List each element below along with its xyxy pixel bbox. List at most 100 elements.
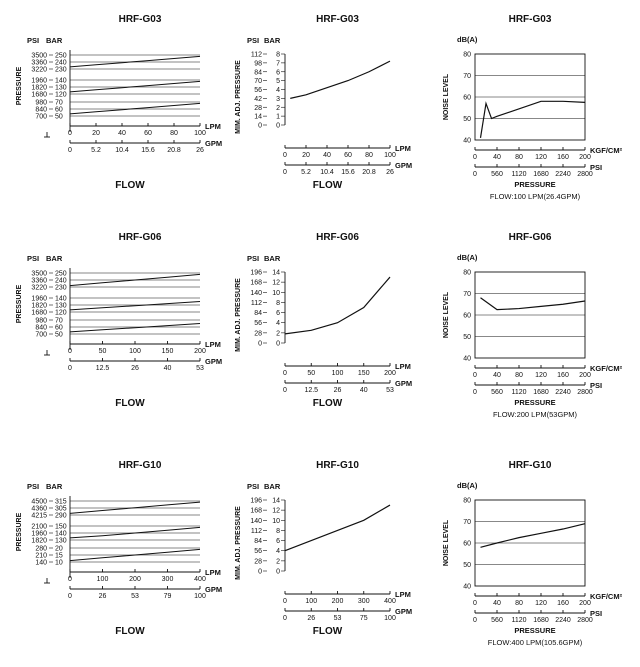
x-tick-label: 200 bbox=[194, 348, 206, 355]
x-tick-label: 0 bbox=[68, 348, 72, 355]
x-tick-label: 150 bbox=[358, 370, 370, 377]
x-tick-label: 0 bbox=[283, 598, 287, 605]
x-tick-label: 53 bbox=[334, 615, 342, 622]
x-unit-primary: LPM bbox=[395, 590, 411, 599]
x-unit-primary: LPM bbox=[395, 362, 411, 371]
x-axis-label: FLOW bbox=[313, 626, 343, 637]
psi-tick-label: 196 bbox=[250, 270, 262, 277]
x-tick-label: 400 bbox=[384, 598, 396, 605]
bar-tick-label: 8 bbox=[276, 528, 280, 535]
bar-tick-label: 4 bbox=[276, 548, 280, 555]
psi-tick-label: 70 bbox=[254, 78, 262, 85]
chart-title: HRF-G03 bbox=[316, 14, 359, 25]
x-tick-label: 2240 bbox=[555, 617, 571, 624]
psi-tick-label: 14 bbox=[254, 114, 262, 121]
x-tick-label: 2800 bbox=[577, 171, 593, 178]
pressure-curve bbox=[284, 504, 391, 552]
y-unit-psi: PSI bbox=[247, 254, 259, 263]
y-unit-bar: BAR bbox=[264, 254, 281, 263]
bar-tick-label: 2 bbox=[276, 558, 280, 565]
x-axis-label: FLOW bbox=[313, 180, 343, 191]
x-axis-label: PRESSURE bbox=[514, 180, 555, 189]
x-tick-label: 26 bbox=[99, 593, 107, 600]
x-unit-primary: LPM bbox=[205, 122, 221, 131]
y-tick-label: 40 bbox=[463, 356, 471, 363]
x-tick-label: 560 bbox=[491, 171, 503, 178]
psi-tick-label: 1960 bbox=[31, 296, 47, 303]
bar-tick-label: 130 bbox=[55, 85, 67, 92]
psi-tick-label: 112 bbox=[251, 300, 262, 307]
psi-tick-label: 980 bbox=[35, 318, 47, 325]
psi-tick-label: 700 bbox=[35, 332, 47, 339]
chart-title: HRF-G10 bbox=[316, 460, 359, 471]
bar-tick-label: 120 bbox=[55, 92, 67, 99]
band-series-line bbox=[69, 102, 201, 115]
bar-tick-label: 14 bbox=[272, 498, 280, 505]
x-tick-label: 20 bbox=[92, 130, 100, 137]
psi-tick-label: 140 bbox=[35, 560, 47, 567]
x-tick-label: 400 bbox=[194, 576, 206, 583]
band-series-line bbox=[69, 548, 201, 562]
bar-tick-label: 315 bbox=[55, 499, 67, 506]
y-unit-bar: BAR bbox=[264, 482, 281, 491]
x-tick-label: 150 bbox=[162, 348, 174, 355]
y-tick-label: 40 bbox=[463, 138, 471, 145]
bar-tick-label: 6 bbox=[276, 69, 280, 76]
band-series-line bbox=[69, 323, 201, 333]
x-tick-label: 200 bbox=[129, 576, 141, 583]
x-tick-label: 40 bbox=[360, 387, 368, 394]
min-adj-pressure-chart: HRF-G06 PSI BAR MIM. ADJ. PRESSURE 14 196 12 16… bbox=[235, 232, 412, 409]
x-unit-secondary: GPM bbox=[395, 379, 412, 388]
bar-tick-label: 70 bbox=[55, 100, 63, 107]
x-unit-secondary: GPM bbox=[395, 607, 412, 616]
bar-tick-label: 12 bbox=[272, 280, 280, 287]
x-tick-label: 20.8 bbox=[167, 147, 181, 154]
psi-tick-label: 1680 bbox=[31, 92, 47, 99]
bar-tick-label: 2 bbox=[276, 105, 280, 112]
x-unit-secondary: GPM bbox=[205, 585, 222, 594]
y-tick-label: 80 bbox=[463, 270, 471, 277]
x-tick-label: 2800 bbox=[577, 617, 593, 624]
bar-tick-label: 290 bbox=[55, 513, 67, 520]
x-axis-label: FLOW bbox=[115, 626, 145, 637]
x-tick-label: 0 bbox=[283, 370, 287, 377]
bar-tick-label: 230 bbox=[55, 67, 67, 74]
x-axis-label: PRESSURE bbox=[514, 398, 555, 407]
psi-tick-label: 112 bbox=[251, 528, 262, 535]
x-tick-label: 120 bbox=[535, 372, 547, 379]
chart-title: HRF-G06 bbox=[316, 232, 359, 243]
psi-tick-label: 1820 bbox=[31, 85, 47, 92]
x-tick-label: 5.2 bbox=[91, 147, 101, 154]
x-tick-label: 15.6 bbox=[141, 147, 155, 154]
y-tick-label: 70 bbox=[463, 291, 471, 298]
x-tick-label: 0 bbox=[283, 387, 287, 394]
x-tick-label: 40 bbox=[164, 365, 172, 372]
psi-tick-label: 140 bbox=[250, 518, 262, 525]
bar-tick-label: 0 bbox=[276, 569, 280, 576]
min-adj-pressure-chart: HRF-G10 PSI BAR MIM. ADJ. PRESSURE 14 196 12 16… bbox=[235, 460, 412, 637]
bar-tick-label: 60 bbox=[55, 325, 63, 332]
band-series-line bbox=[69, 501, 201, 514]
x-tick-label: 300 bbox=[358, 598, 370, 605]
x-tick-label: 0 bbox=[473, 372, 477, 379]
band-series-line bbox=[69, 55, 201, 68]
x-tick-label: 1680 bbox=[533, 617, 549, 624]
bar-tick-label: 240 bbox=[55, 278, 67, 285]
psi-tick-label: 1820 bbox=[31, 303, 47, 310]
x-tick-label: 53 bbox=[131, 593, 139, 600]
psi-tick-label: 3360 bbox=[31, 278, 47, 285]
psi-tick-label: 4215 bbox=[31, 513, 47, 520]
x-tick-label: 0 bbox=[68, 593, 72, 600]
x-tick-label: 200 bbox=[384, 370, 396, 377]
band-series-line bbox=[69, 273, 201, 287]
psi-tick-label: 3220 bbox=[31, 285, 47, 292]
bar-tick-label: 130 bbox=[55, 303, 67, 310]
x-unit-primary: LPM bbox=[395, 144, 411, 153]
psi-tick-label: 56 bbox=[254, 548, 262, 555]
x-tick-label: 0 bbox=[68, 147, 72, 154]
y-unit-bar: BAR bbox=[46, 254, 63, 263]
psi-tick-label: 168 bbox=[250, 508, 262, 515]
bar-tick-label: 6 bbox=[276, 310, 280, 317]
bar-tick-label: 0 bbox=[276, 123, 280, 130]
y-axis-label: PRESSURE bbox=[16, 512, 23, 551]
